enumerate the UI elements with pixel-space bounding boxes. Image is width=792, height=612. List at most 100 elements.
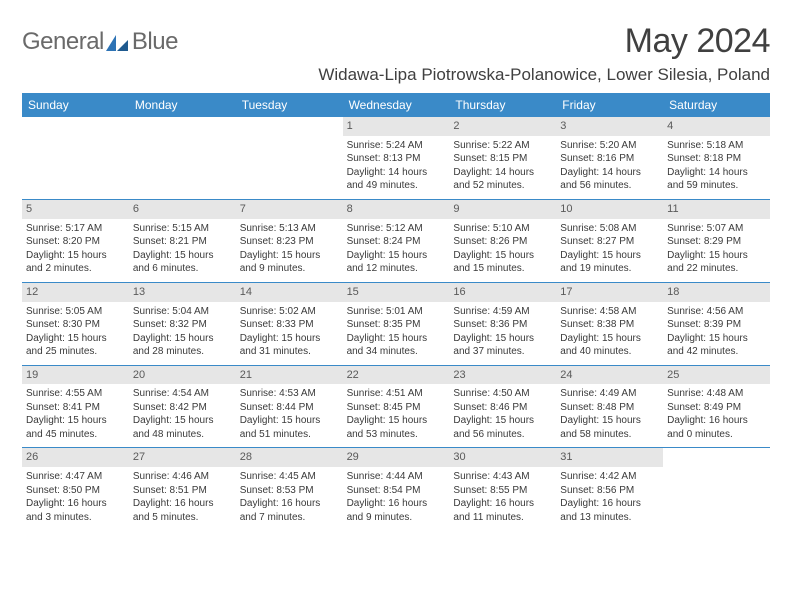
daylight-line: Daylight: 16 hours and 3 minutes. bbox=[26, 497, 125, 524]
daylight-line: Daylight: 14 hours and 56 minutes. bbox=[560, 166, 659, 193]
sunset-line: Sunset: 8:49 PM bbox=[667, 401, 766, 415]
day-number: 20 bbox=[129, 366, 236, 385]
sunrise-line: Sunrise: 5:15 AM bbox=[133, 222, 232, 236]
day-number: 11 bbox=[663, 200, 770, 219]
month-title: May 2024 bbox=[318, 22, 770, 61]
day-number: 9 bbox=[449, 200, 556, 219]
day-number: 26 bbox=[22, 448, 129, 467]
sunset-line: Sunset: 8:15 PM bbox=[453, 152, 552, 166]
sunrise-line: Sunrise: 5:12 AM bbox=[347, 222, 446, 236]
daylight-line: Daylight: 15 hours and 34 minutes. bbox=[347, 332, 446, 359]
day-cell: 13Sunrise: 5:04 AMSunset: 8:32 PMDayligh… bbox=[129, 283, 236, 365]
sunrise-line: Sunrise: 4:48 AM bbox=[667, 387, 766, 401]
day-number: 3 bbox=[556, 117, 663, 136]
sunset-line: Sunset: 8:45 PM bbox=[347, 401, 446, 415]
week-row: 19Sunrise: 4:55 AMSunset: 8:41 PMDayligh… bbox=[22, 366, 770, 449]
day-cell: 25Sunrise: 4:48 AMSunset: 8:49 PMDayligh… bbox=[663, 366, 770, 448]
daylight-line: Daylight: 15 hours and 9 minutes. bbox=[240, 249, 339, 276]
daylight-line: Daylight: 16 hours and 7 minutes. bbox=[240, 497, 339, 524]
sunset-line: Sunset: 8:53 PM bbox=[240, 484, 339, 498]
sunrise-line: Sunrise: 5:22 AM bbox=[453, 139, 552, 153]
daylight-line: Daylight: 15 hours and 2 minutes. bbox=[26, 249, 125, 276]
daylight-line: Daylight: 16 hours and 0 minutes. bbox=[667, 414, 766, 441]
sunset-line: Sunset: 8:50 PM bbox=[26, 484, 125, 498]
day-number: 6 bbox=[129, 200, 236, 219]
sunset-line: Sunset: 8:48 PM bbox=[560, 401, 659, 415]
day-number: 5 bbox=[22, 200, 129, 219]
sunset-line: Sunset: 8:35 PM bbox=[347, 318, 446, 332]
sunrise-line: Sunrise: 4:46 AM bbox=[133, 470, 232, 484]
day-cell: 11Sunrise: 5:07 AMSunset: 8:29 PMDayligh… bbox=[663, 200, 770, 282]
sunset-line: Sunset: 8:44 PM bbox=[240, 401, 339, 415]
sunset-line: Sunset: 8:55 PM bbox=[453, 484, 552, 498]
sunset-line: Sunset: 8:36 PM bbox=[453, 318, 552, 332]
day-number: 21 bbox=[236, 366, 343, 385]
day-number: 13 bbox=[129, 283, 236, 302]
dow-thursday: Thursday bbox=[449, 93, 556, 117]
logo-sail-icon bbox=[104, 33, 130, 53]
day-cell: 24Sunrise: 4:49 AMSunset: 8:48 PMDayligh… bbox=[556, 366, 663, 448]
week-row: 26Sunrise: 4:47 AMSunset: 8:50 PMDayligh… bbox=[22, 448, 770, 530]
sunset-line: Sunset: 8:24 PM bbox=[347, 235, 446, 249]
day-cell: 12Sunrise: 5:05 AMSunset: 8:30 PMDayligh… bbox=[22, 283, 129, 365]
daylight-line: Daylight: 15 hours and 25 minutes. bbox=[26, 332, 125, 359]
day-number: 4 bbox=[663, 117, 770, 136]
sunset-line: Sunset: 8:56 PM bbox=[560, 484, 659, 498]
day-number: 12 bbox=[22, 283, 129, 302]
day-number: 27 bbox=[129, 448, 236, 467]
day-number: 8 bbox=[343, 200, 450, 219]
day-number: 2 bbox=[449, 117, 556, 136]
day-cell: 27 Sunrise: 4:46 AMSunset: 8:51 PMDayligh… bbox=[129, 448, 236, 530]
day-cell: 9Sunrise: 5:10 AMSunset: 8:26 PMDaylight… bbox=[449, 200, 556, 282]
brand-word-general: General bbox=[22, 28, 104, 56]
daylight-line: Daylight: 15 hours and 56 minutes. bbox=[453, 414, 552, 441]
day-number: 18 bbox=[663, 283, 770, 302]
daylight-line: Daylight: 14 hours and 59 minutes. bbox=[667, 166, 766, 193]
day-number: 17 bbox=[556, 283, 663, 302]
sunrise-line: Sunrise: 4:47 AM bbox=[26, 470, 125, 484]
dow-saturday: Saturday bbox=[663, 93, 770, 117]
dow-tuesday: Tuesday bbox=[236, 93, 343, 117]
day-of-week-header: SundayMondayTuesdayWednesdayThursdayFrid… bbox=[22, 93, 770, 117]
dow-monday: Monday bbox=[129, 93, 236, 117]
daylight-line: Daylight: 16 hours and 13 minutes. bbox=[560, 497, 659, 524]
calendar-grid: SundayMondayTuesdayWednesdayThursdayFrid… bbox=[22, 93, 770, 530]
daylight-line: Daylight: 15 hours and 15 minutes. bbox=[453, 249, 552, 276]
day-number: 28 bbox=[236, 448, 343, 467]
day-number: 1 bbox=[343, 117, 450, 136]
sunset-line: Sunset: 8:18 PM bbox=[667, 152, 766, 166]
weeks-container: 1Sunrise: 5:24 AMSunset: 8:13 PMDaylight… bbox=[22, 117, 770, 530]
day-cell: 18Sunrise: 4:56 AMSunset: 8:39 PMDayligh… bbox=[663, 283, 770, 365]
daylight-line: Daylight: 14 hours and 52 minutes. bbox=[453, 166, 552, 193]
day-cell: 31Sunrise: 4:42 AMSunset: 8:56 PMDayligh… bbox=[556, 448, 663, 530]
sunset-line: Sunset: 8:32 PM bbox=[133, 318, 232, 332]
title-block: May 2024 Widawa-Lipa Piotrowska-Polanowi… bbox=[318, 22, 770, 85]
day-cell: 6Sunrise: 5:15 AMSunset: 8:21 PMDaylight… bbox=[129, 200, 236, 282]
daylight-line: Daylight: 14 hours and 49 minutes. bbox=[347, 166, 446, 193]
day-number: 10 bbox=[556, 200, 663, 219]
brand-logo: General Blue bbox=[22, 22, 178, 56]
week-row: 1Sunrise: 5:24 AMSunset: 8:13 PMDaylight… bbox=[22, 117, 770, 200]
sunset-line: Sunset: 8:30 PM bbox=[26, 318, 125, 332]
dow-sunday: Sunday bbox=[22, 93, 129, 117]
day-number: 29 bbox=[343, 448, 450, 467]
day-cell: 7Sunrise: 5:13 AMSunset: 8:23 PMDaylight… bbox=[236, 200, 343, 282]
daylight-line: Daylight: 15 hours and 53 minutes. bbox=[347, 414, 446, 441]
day-number: 19 bbox=[22, 366, 129, 385]
day-cell: 1Sunrise: 5:24 AMSunset: 8:13 PMDaylight… bbox=[343, 117, 450, 199]
sunset-line: Sunset: 8:33 PM bbox=[240, 318, 339, 332]
sunset-line: Sunset: 8:51 PM bbox=[133, 484, 232, 498]
sunrise-line: Sunrise: 4:51 AM bbox=[347, 387, 446, 401]
sunset-line: Sunset: 8:54 PM bbox=[347, 484, 446, 498]
sunset-line: Sunset: 8:38 PM bbox=[560, 318, 659, 332]
day-cell: 10Sunrise: 5:08 AMSunset: 8:27 PMDayligh… bbox=[556, 200, 663, 282]
sunset-line: Sunset: 8:21 PM bbox=[133, 235, 232, 249]
sunrise-line: Sunrise: 4:42 AM bbox=[560, 470, 659, 484]
day-cell: 26 Sunrise: 4:47 AMSunset: 8:50 PMDayligh… bbox=[22, 448, 129, 530]
daylight-line: Daylight: 15 hours and 48 minutes. bbox=[133, 414, 232, 441]
sunset-line: Sunset: 8:13 PM bbox=[347, 152, 446, 166]
sunrise-line: Sunrise: 5:04 AM bbox=[133, 305, 232, 319]
sunrise-line: Sunrise: 5:13 AM bbox=[240, 222, 339, 236]
daylight-line: Daylight: 16 hours and 5 minutes. bbox=[133, 497, 232, 524]
day-number: 15 bbox=[343, 283, 450, 302]
